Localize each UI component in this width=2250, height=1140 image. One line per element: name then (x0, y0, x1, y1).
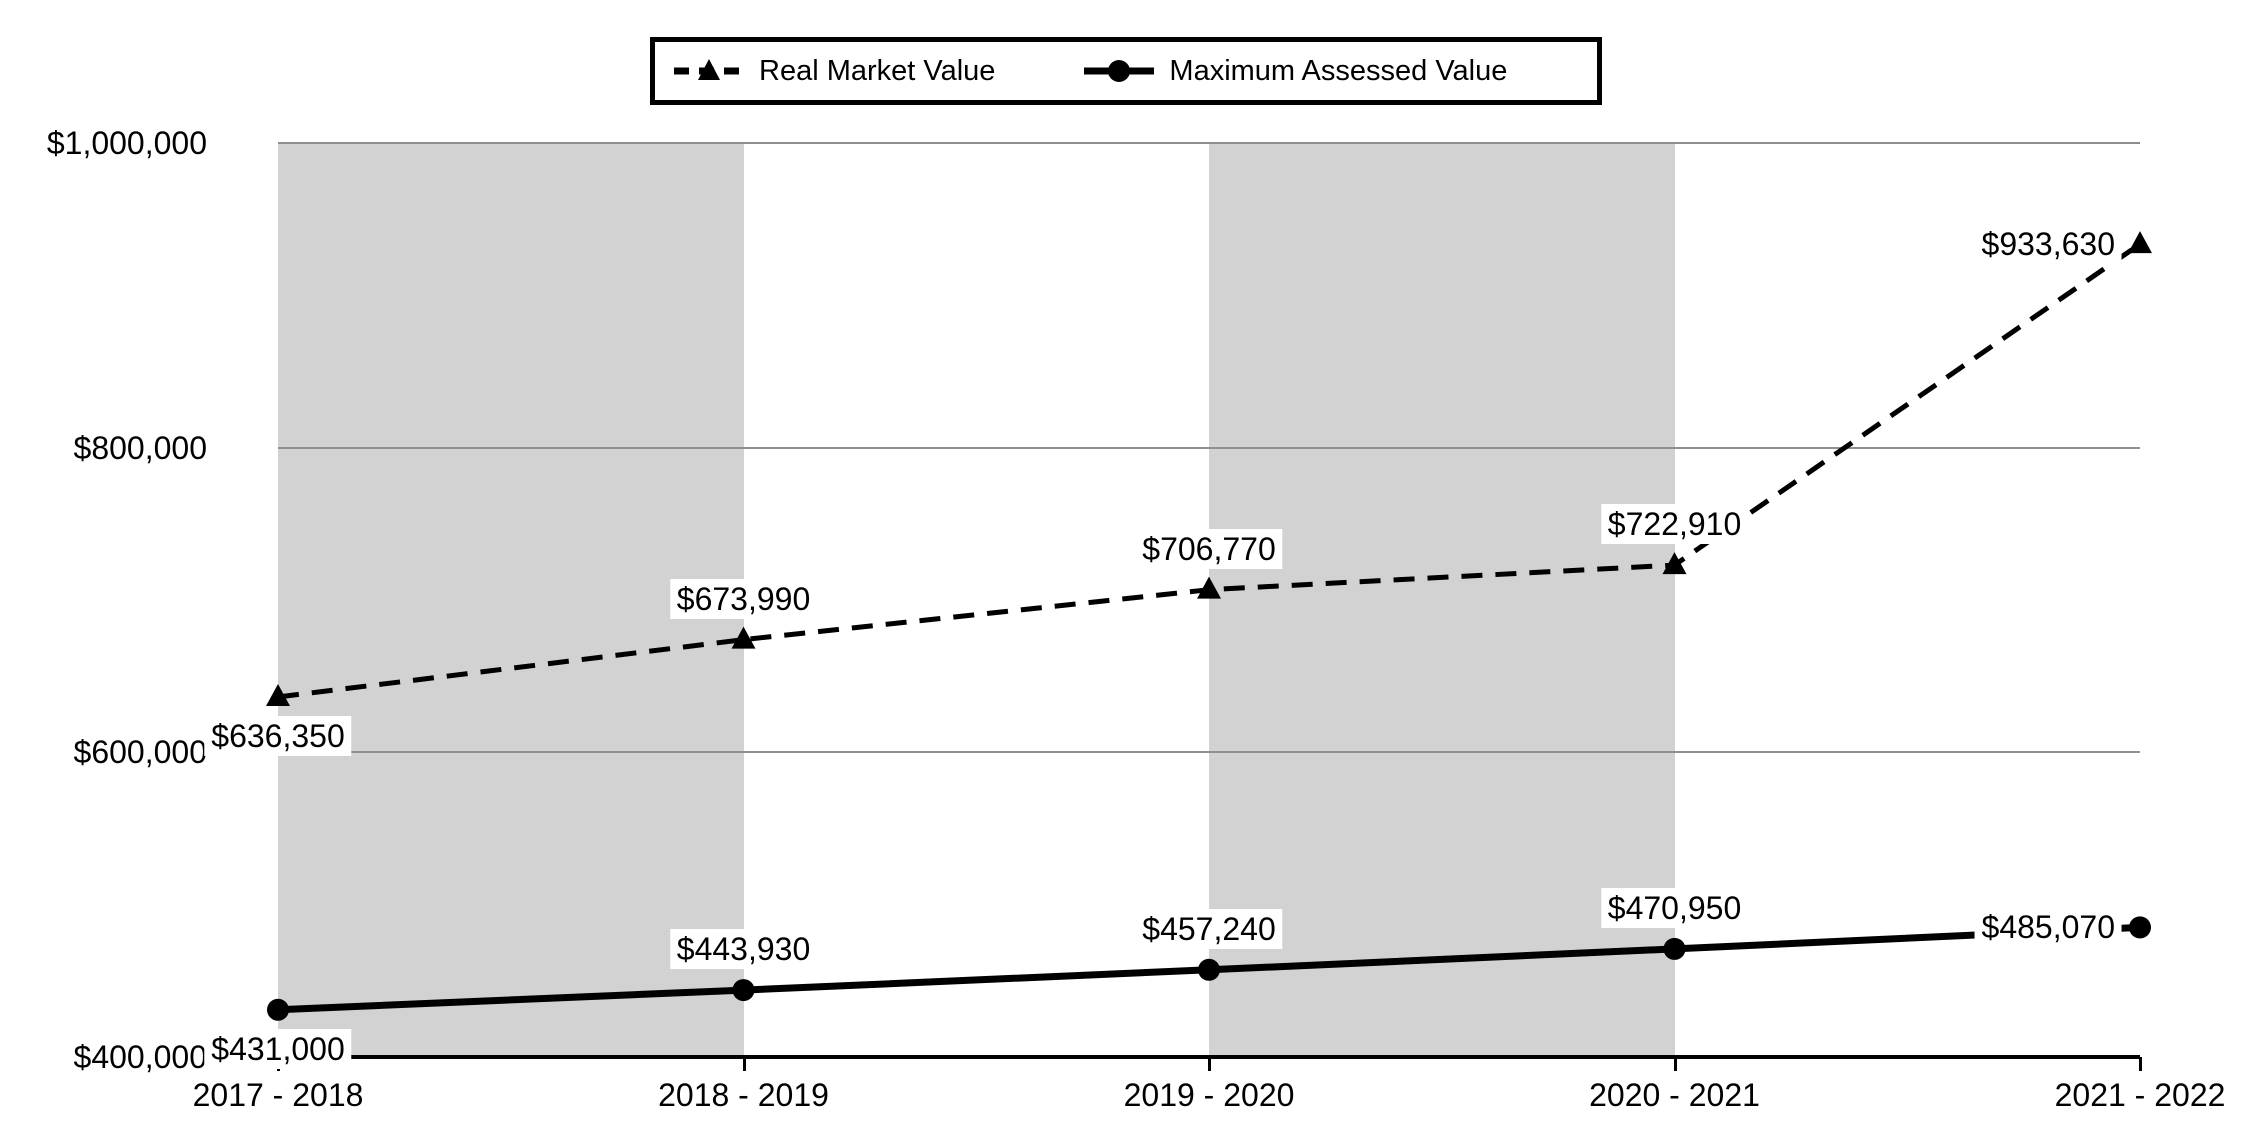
data-label: $636,350 (204, 715, 352, 756)
x-axis-label: 2018 - 2019 (658, 1077, 829, 1113)
x-axis-label: 2021 - 2022 (2054, 1077, 2226, 1113)
x-axis-tick (1208, 1057, 1211, 1071)
x-axis-label: 2019 - 2020 (1123, 1077, 1295, 1113)
y-axis-label: $400,000 (73, 1039, 207, 1075)
solid-circle-legend-marker-icon (1084, 60, 1155, 82)
circle-data-point-marker (732, 979, 755, 1002)
triangle-data-point-marker (731, 626, 756, 649)
triangle-data-point-marker (1197, 576, 1221, 599)
gridline (278, 142, 2140, 144)
legend: Real Market Value Maximum Assessed Value (650, 37, 1602, 105)
data-label: $933,630 (1974, 224, 2122, 265)
legend-label: Maximum Assessed Value (1169, 54, 1508, 87)
legend-entry: Real Market Value (673, 54, 995, 88)
data-label: $470,950 (1600, 887, 1749, 928)
data-label: $722,910 (1600, 504, 1749, 545)
series-line-dashed (277, 242, 2142, 700)
triangle-data-point-marker (2128, 231, 2152, 254)
circle-data-point-marker (267, 998, 289, 1021)
x-axis-tick (742, 1057, 746, 1071)
data-label: $485,070 (1974, 907, 2122, 948)
x-axis-label: 2017 - 2018 (192, 1077, 364, 1113)
x-axis-tick (1673, 1057, 1677, 1071)
data-label: $706,770 (1135, 528, 1283, 569)
dashed-triangle-legend-marker-icon (674, 59, 744, 80)
legend-entry: Maximum Assessed Value (1083, 54, 1507, 88)
data-label: $431,000 (204, 1028, 352, 1069)
shaded-band (1209, 143, 1675, 1057)
x-axis-tick (2139, 1057, 2142, 1071)
y-axis-label: $1,000,000 (46, 125, 207, 161)
data-label: $457,240 (1135, 908, 1283, 949)
data-label: $443,930 (669, 929, 818, 970)
gridline (278, 751, 2140, 754)
y-axis-label: $800,000 (73, 429, 207, 466)
shaded-band (278, 143, 744, 1057)
circle-data-point-marker (1663, 937, 1686, 960)
gridline (278, 446, 2140, 449)
legend-label: Real Market Value (759, 54, 996, 87)
y-axis-label: $600,000 (73, 734, 207, 771)
circle-data-point-marker (2129, 916, 2151, 939)
circle-data-point-marker (1198, 958, 1220, 981)
data-label: $673,990 (669, 578, 818, 619)
triangle-data-point-marker (266, 683, 290, 706)
x-axis-label: 2020 - 2021 (1589, 1077, 1760, 1113)
triangle-data-point-marker (1662, 552, 1687, 575)
